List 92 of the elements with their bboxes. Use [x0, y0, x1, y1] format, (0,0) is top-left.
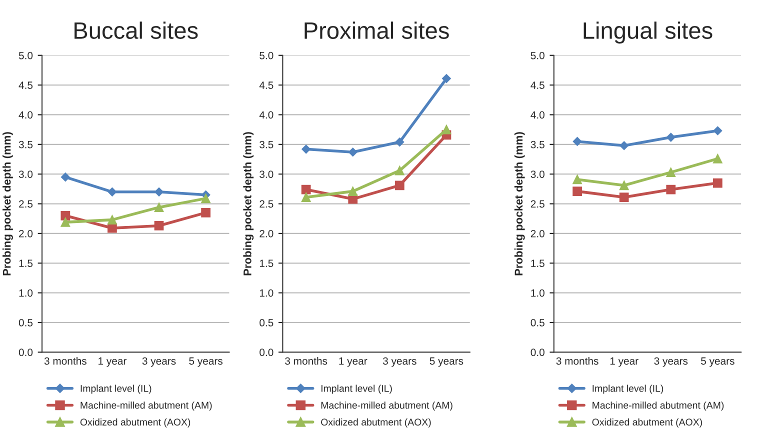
y-tick-label: 3.0 — [18, 170, 33, 178]
y-tick-label: 3.5 — [260, 140, 274, 148]
y-tick-label: 1.5 — [531, 260, 544, 268]
y-tick-label: 2.0 — [19, 230, 33, 238]
point — [572, 137, 582, 146]
y-tick-label: 4.0 — [18, 111, 33, 119]
y-tick-label: 4.5 — [18, 82, 33, 89]
point — [108, 223, 117, 233]
x-tick-label: 3 years — [654, 357, 688, 367]
x-tick-label: 5 years — [189, 357, 223, 367]
point — [108, 187, 117, 196]
point — [154, 187, 164, 196]
y-tick-label: 0.5 — [260, 319, 274, 326]
y-axis-title: Probing pocket depth (mm) — [2, 132, 13, 276]
point — [394, 166, 404, 176]
legend-label: Implant level (IL) — [321, 384, 392, 394]
x-tick-label: 1 year — [339, 357, 368, 367]
point — [60, 172, 70, 182]
y-tick-label: 0.0 — [260, 348, 274, 356]
y-tick-label: 1.0 — [531, 289, 544, 297]
point — [60, 217, 70, 227]
y-tick-label: 0.0 — [18, 348, 33, 356]
x-tick-label: 3 months — [285, 357, 328, 365]
x-tick-label: 3 years — [382, 357, 416, 367]
point — [620, 141, 629, 150]
x-tick-label: 3 years — [142, 357, 176, 367]
point — [301, 192, 311, 202]
x-tick-label: 3 months — [556, 357, 598, 365]
point — [348, 186, 358, 196]
point — [619, 180, 629, 190]
y-tick-label: 2.0 — [530, 230, 544, 238]
point — [201, 194, 210, 204]
point — [666, 184, 676, 194]
legend-label: Oxidized abutment (AOX) — [321, 418, 431, 428]
point — [201, 208, 210, 218]
y-tick-label: 0.0 — [530, 348, 544, 356]
y-tick-label: 2.0 — [260, 230, 274, 238]
point — [348, 148, 358, 157]
y-tick-label: 5.0 — [260, 52, 274, 60]
y-tick-label: 0.5 — [530, 319, 544, 326]
point — [442, 124, 452, 134]
y-tick-label: 4.0 — [259, 111, 274, 119]
y-tick-label: 0.5 — [18, 319, 33, 326]
point — [572, 186, 582, 196]
y-tick-label: 2.5 — [19, 200, 33, 208]
legend-label: Oxidized abutment (AOX) — [80, 418, 190, 428]
chart-title: Lingual sites — [584, 22, 712, 44]
legend-label: Implant level (IL) — [80, 384, 152, 394]
x-tick-label: 1 year — [98, 357, 127, 367]
y-tick-label: 3.0 — [260, 170, 274, 178]
point — [712, 178, 722, 188]
legend-label: Implant level (IL) — [592, 384, 664, 394]
y-tick-label: 1.0 — [19, 289, 33, 297]
point — [395, 138, 404, 146]
chart-title: Proximal sites — [304, 22, 449, 39]
y-tick-label: 4.0 — [530, 111, 544, 119]
point — [301, 184, 311, 194]
legend-label: Oxidized abutment (AOX) — [592, 418, 702, 428]
y-tick-label: 2.5 — [260, 200, 274, 208]
y-tick-label: 3.5 — [530, 140, 544, 148]
point — [442, 74, 451, 83]
point — [154, 202, 164, 212]
y-tick-label: 3.5 — [18, 140, 33, 148]
y-tick-label: 4.5 — [259, 82, 274, 89]
point — [712, 154, 722, 164]
y-tick-label: 2.5 — [530, 200, 544, 208]
point — [60, 210, 70, 220]
point — [619, 192, 629, 202]
legend-label: Machine-milled abutment (AM) — [80, 402, 212, 411]
y-axis-title: Probing pocket depth (mm) — [243, 132, 254, 276]
x-tick-label: 3 months — [44, 357, 86, 365]
x-tick-label: 1 year — [610, 357, 638, 367]
y-tick-label: 5.0 — [18, 52, 33, 60]
chart-title: Buccal sites — [74, 22, 198, 39]
point — [713, 126, 722, 136]
point — [666, 132, 676, 142]
legend-label: Machine-milled abutment (AM) — [321, 402, 452, 411]
y-tick-label: 4.5 — [530, 82, 544, 89]
y-tick-label: 1.5 — [260, 260, 274, 268]
x-tick-label: 5 years — [430, 357, 464, 367]
x-tick-label: 5 years — [701, 357, 734, 367]
y-tick-label: 1.0 — [260, 289, 274, 297]
y-tick-label: 5.0 — [530, 52, 544, 60]
y-axis-title: Probing pocket depth (mm) — [514, 132, 525, 276]
point — [108, 215, 117, 224]
point — [572, 174, 582, 184]
point — [154, 221, 164, 230]
y-tick-label: 3.0 — [530, 170, 544, 178]
y-tick-label: 1.5 — [19, 260, 33, 268]
legend-label: Machine-milled abutment (AM) — [592, 402, 724, 411]
point — [394, 180, 404, 190]
point — [666, 168, 676, 178]
